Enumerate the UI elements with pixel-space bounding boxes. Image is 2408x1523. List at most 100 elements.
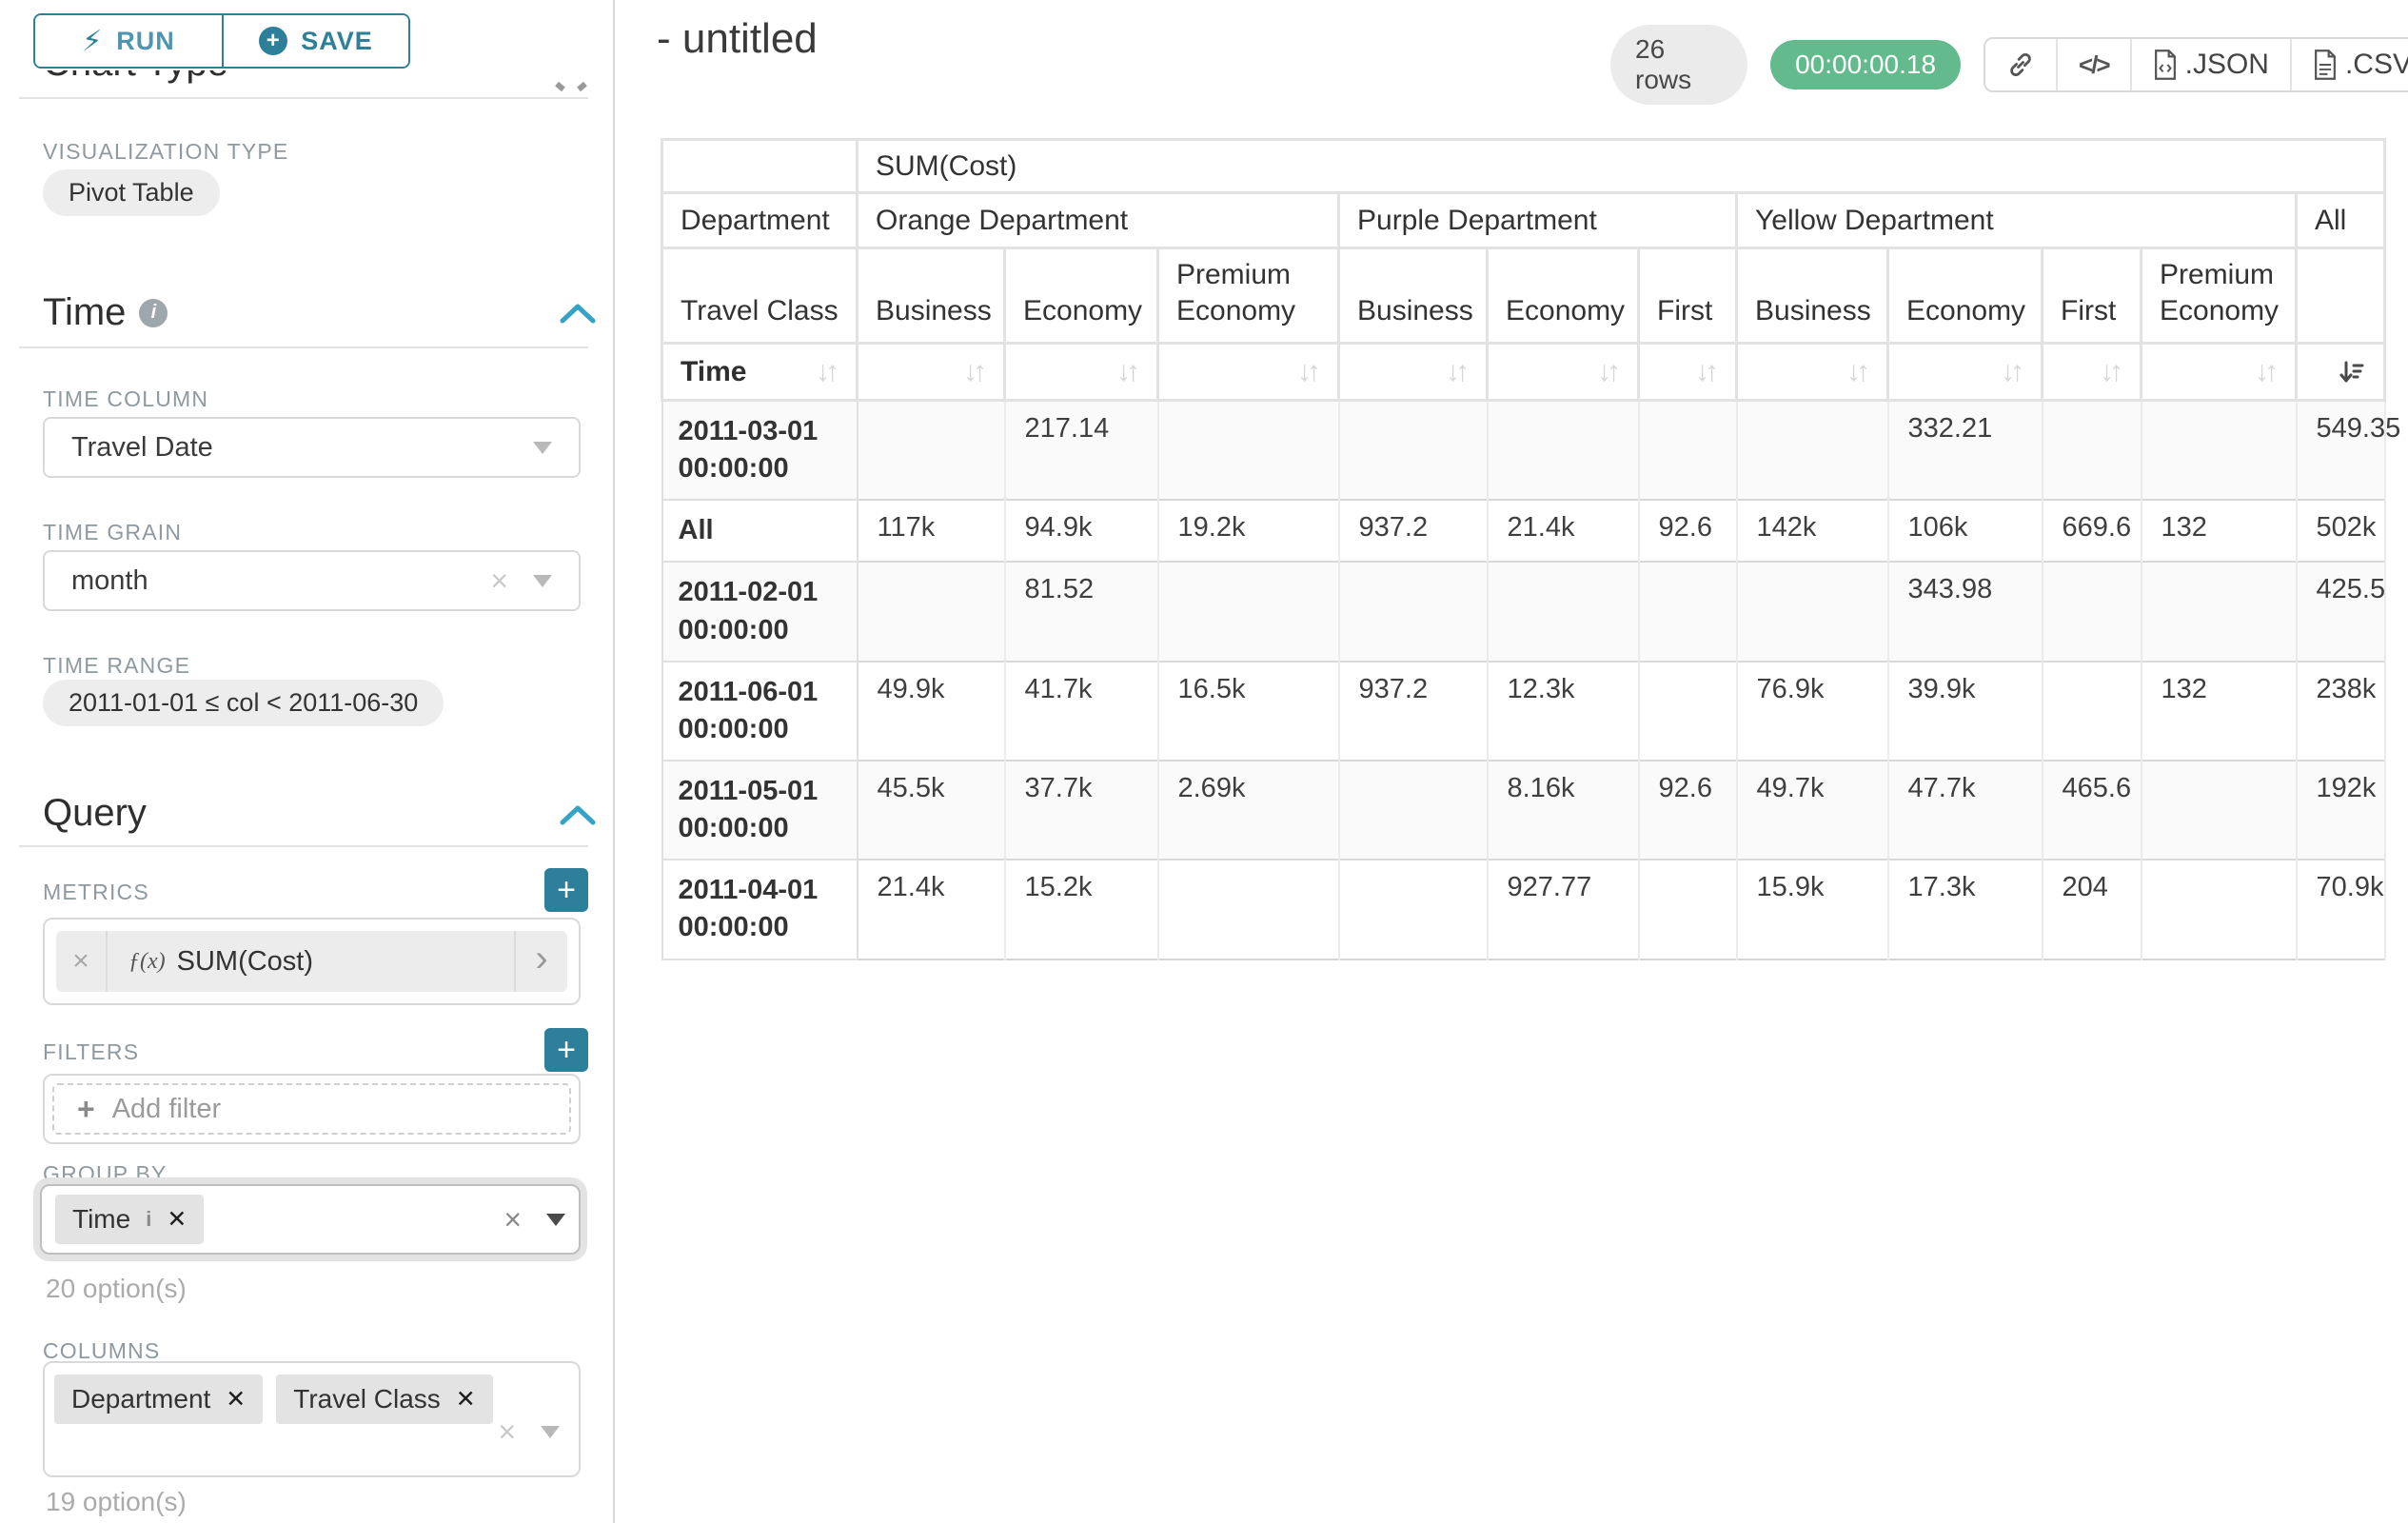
group-by-select[interactable]: Time i ✕ × [40, 1184, 581, 1255]
table-cell: 49.9k [856, 660, 1006, 761]
sort-icon[interactable]: ↓↑ [1597, 355, 1621, 387]
sort-header-active [2295, 342, 2386, 402]
table-cell [1156, 399, 1340, 501]
metrics-field: × ƒ(x) SUM(Cost) › [43, 918, 581, 1005]
plus-icon: + [77, 1091, 95, 1126]
column-header: First [1637, 247, 1738, 345]
view-query-button[interactable]: </> [2056, 39, 2130, 90]
sort-icon[interactable]: ↓↑ [2255, 355, 2279, 387]
export-csv-button[interactable]: .CSV [2289, 39, 2408, 90]
metric-chip[interactable]: × ƒ(x) SUM(Cost) › [56, 931, 567, 992]
clear-icon[interactable]: × [503, 1202, 522, 1236]
run-save-button-bar: ⚡ RUN + SAVE [33, 13, 410, 69]
chevron-down-icon[interactable] [533, 574, 552, 587]
add-filter-plus-button[interactable]: + [544, 1028, 588, 1072]
collapse-chevron-icon[interactable] [560, 804, 596, 825]
chart-panel: - untitled 26 rows 00:00:00.18 </> .JSON [617, 0, 2408, 1523]
table-cell: 39.9k [1886, 660, 2043, 761]
column-header: Business [1337, 247, 1489, 345]
section-divider [19, 845, 588, 847]
sort-icon[interactable]: ↓↑ [1116, 355, 1140, 387]
query-timer-badge: 00:00:00.18 [1770, 40, 1962, 89]
table-cell [1156, 561, 1340, 662]
sort-icon[interactable]: ↓↑ [2001, 355, 2024, 387]
remove-tag-icon[interactable]: ✕ [167, 1206, 188, 1233]
table-cell: 70.9k [2295, 859, 2386, 959]
table-cell: 16.5k [1156, 660, 1340, 761]
table-row: All 117k 94.9k 19.2k 937.2 21.4k 92.6 142k 106k 6… [661, 499, 2386, 564]
row-label: All [661, 499, 859, 564]
table-cell [1337, 859, 1489, 959]
chevron-down-icon[interactable] [546, 1213, 565, 1226]
share-link-button[interactable] [1985, 39, 2056, 90]
table-cell [1637, 859, 1738, 959]
sort-icon[interactable]: ↓↑ [963, 355, 987, 387]
run-button[interactable]: ⚡ RUN [35, 15, 222, 67]
table-cell [1637, 561, 1738, 662]
table-cell: 217.14 [1003, 399, 1159, 501]
remove-tag-icon[interactable]: ✕ [226, 1386, 247, 1413]
clear-icon[interactable]: × [498, 1414, 516, 1449]
remove-metric-icon[interactable]: × [56, 931, 108, 992]
columns-tag: Travel Class ✕ [276, 1375, 493, 1424]
columns-select[interactable]: Department ✕ Travel Class ✕ × [43, 1361, 581, 1477]
query-section-heading: Query [43, 792, 147, 835]
chevron-down-icon[interactable] [533, 441, 552, 454]
table-cell [1337, 759, 1489, 860]
sort-icon[interactable]: ↓↑ [1297, 355, 1321, 387]
page-title[interactable]: - untitled [657, 15, 818, 62]
time-sort-header: Time ↓↑ [661, 342, 859, 402]
table-cell [2140, 561, 2298, 662]
row-label: 2011-03-01 00:00:00 [661, 399, 859, 502]
export-json-button[interactable]: .JSON [2129, 39, 2290, 90]
table-cell: 204 [2041, 859, 2142, 959]
table-cell: 332.21 [1886, 399, 2043, 501]
column-group-header: Yellow Department [1735, 191, 2298, 249]
sort-icon[interactable]: ↓↑ [816, 355, 839, 387]
table-cell: 81.52 [1003, 561, 1159, 662]
column-header [2295, 247, 2386, 345]
sort-icon[interactable]: ↓↑ [2100, 355, 2123, 387]
sort-header: ↓↑ [1886, 342, 2043, 402]
time-column-value: Travel Date [71, 431, 213, 463]
table-cell [1486, 561, 1640, 662]
table-cell [1337, 399, 1489, 501]
column-header: Business [856, 247, 1006, 345]
time-column-select[interactable]: Travel Date [43, 417, 581, 478]
sort-desc-icon[interactable] [2338, 358, 2366, 386]
table-cell [1486, 399, 1640, 501]
table-cell: 937.2 [1337, 660, 1489, 761]
time-range-value[interactable]: 2011-01-01 ≤ col < 2011-06-30 [43, 680, 444, 726]
table-cell: 669.6 [2041, 499, 2142, 563]
collapse-chevron-icon[interactable] [560, 303, 596, 324]
columns-tag-label: Travel Class [293, 1384, 441, 1414]
save-button[interactable]: + SAVE [222, 15, 408, 67]
columns-label: COLUMNS [43, 1338, 161, 1363]
corner-cell [661, 138, 859, 194]
sort-icon[interactable]: ↓↑ [1446, 355, 1470, 387]
chevron-down-icon[interactable] [541, 1425, 560, 1438]
columns-tag: Department ✕ [54, 1375, 264, 1424]
table-cell: 502k [2295, 499, 2386, 563]
sort-icon[interactable]: ↓↑ [1846, 355, 1870, 387]
table-cell: 15.9k [1735, 859, 1889, 959]
time-section-heading: Time i [43, 291, 168, 334]
clear-icon[interactable]: × [490, 564, 508, 598]
table-cell: 106k [1886, 499, 2043, 563]
chevron-right-icon[interactable]: › [514, 931, 567, 992]
chevron-remnant-icon [555, 81, 565, 92]
table-cell: 117k [856, 499, 1006, 563]
table-cell: 47.7k [1886, 759, 2043, 860]
column-header: Premium Economy [1156, 247, 1340, 345]
column-header: Premium Economy [2140, 247, 2298, 345]
column-group-header: Purple Department [1337, 191, 1738, 249]
remove-tag-icon[interactable]: ✕ [455, 1386, 476, 1413]
add-metric-button[interactable]: + [544, 868, 588, 912]
table-cell: 142k [1735, 499, 1889, 563]
table-cell [1337, 561, 1489, 662]
time-grain-select[interactable]: month × [43, 550, 581, 611]
row-count-badge: 26 rows [1610, 25, 1748, 105]
column-group-header: All [2295, 191, 2386, 249]
sort-icon[interactable]: ↓↑ [1695, 355, 1719, 387]
add-filter-button[interactable]: + Add filter [52, 1083, 571, 1135]
